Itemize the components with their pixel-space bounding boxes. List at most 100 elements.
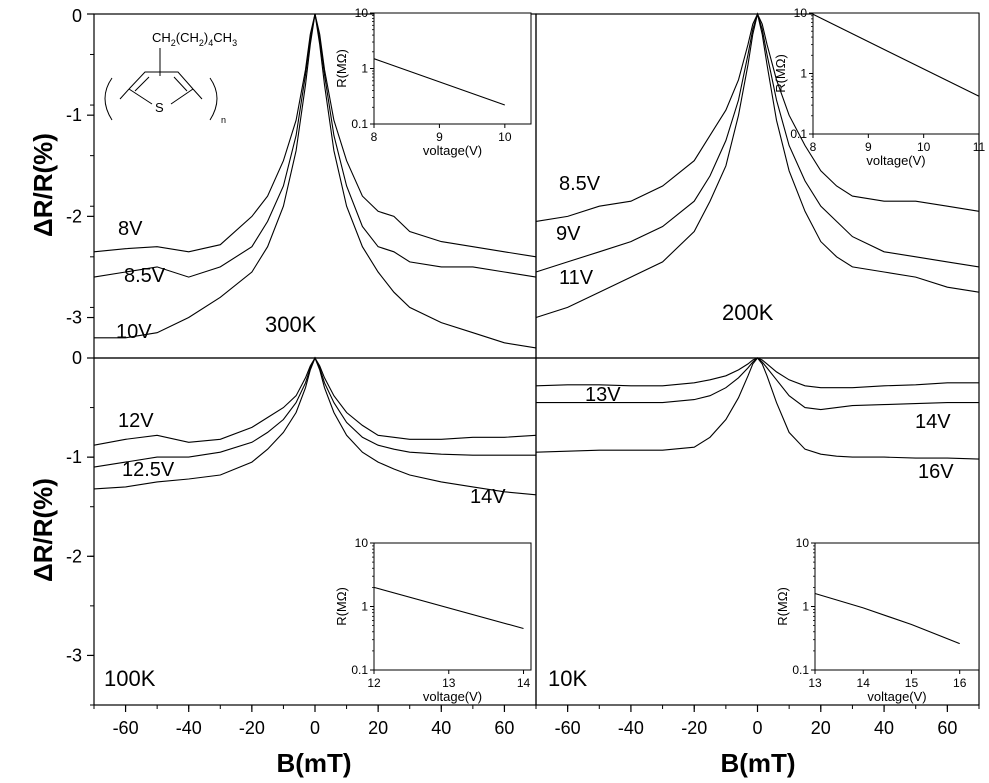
panel-temperature-label: 200K (722, 300, 774, 325)
x-tick-label: -60 (113, 718, 139, 738)
inset-frame (814, 542, 980, 671)
inset-frame (373, 542, 532, 671)
panel-bottom-right: -60 -40 -20 0 20 40 60 13V 14V 16V 10K 0.1 1 10 13 14 15… (535, 357, 980, 738)
inset-x-tick-label: 13 (808, 676, 822, 690)
x-tick-label: -20 (239, 718, 265, 738)
y-axis-title-top: ΔR/R(%) (28, 133, 58, 237)
inset-y-tick-label: 10 (355, 536, 369, 550)
panel-temperature-label: 300K (265, 312, 317, 337)
series-label: 12V (118, 410, 154, 432)
inset-y-tick-label: 0.1 (351, 663, 368, 677)
y-tick-label: 0 (72, 6, 82, 26)
panel-bottom-left: 0 -1 -2 -3 -60 -40 -20 0 20 40 60 12V 12.5V 14V 100K 0.… (66, 348, 537, 738)
series-label: 8.5V (559, 173, 601, 195)
series-label: 8V (118, 218, 143, 240)
series-line-11V (535, 13, 980, 319)
inset-x-tick-label: 16 (953, 676, 967, 690)
inset-x-tick-label: 11 (973, 140, 986, 154)
series-label: 14V (470, 486, 506, 508)
inset-frame (812, 12, 980, 135)
inset-x-tick-label: 15 (905, 676, 919, 690)
x-tick-label: 40 (431, 718, 451, 738)
panel-temperature-label: 100K (104, 666, 156, 691)
poly-3-hexylthiophene-structure: CH2(CH2)4CH3 S n (104, 30, 237, 125)
inset-y-tick-label: 1 (361, 600, 368, 614)
inset-x-tick-label: 14 (857, 676, 871, 690)
inset-x-tick-label: 14 (517, 676, 531, 690)
x-axis-title-left: B(mT) (276, 748, 351, 778)
y-tick-label: 0 (72, 348, 82, 368)
y-tick-label: -1 (66, 105, 82, 125)
inset-x-tick-label: 10 (917, 140, 931, 154)
inset-x-title: voltage(V) (423, 143, 482, 158)
inset-y-tick-label: 0.1 (351, 117, 368, 131)
x-axis-title-right: B(mT) (720, 748, 795, 778)
series-line-14V (536, 357, 979, 411)
x-tick-label: 0 (752, 718, 762, 738)
series-label: 8.5V (124, 265, 166, 287)
series-label: 11V (559, 267, 594, 289)
series-line-9V (535, 12, 980, 273)
series-label: 12.5V (122, 459, 175, 481)
inset-bottom-right: 0.1 1 10 13 14 15 16 voltage(V) R(MΩ) (775, 536, 980, 704)
panel-top-left: 0 -1 -2 -3 8V 8.5V 10V 300K 0.1 1 10 8 9 10 voltage(V)… (66, 6, 537, 359)
y-tick-label: -3 (66, 645, 82, 665)
inset-y-title: R(MΩ) (334, 587, 349, 626)
inset-frame (373, 12, 532, 125)
y-tick-label: -2 (66, 206, 82, 226)
series-line-14V (93, 356, 537, 496)
inset-y-tick-label: 0.1 (792, 663, 809, 677)
inset-top-left: 0.1 1 10 8 9 10 voltage(V) R(MΩ) (334, 6, 532, 158)
panel-top-right: 8.5V 9V 11V 200K 0.1 1 10 8 9 10 11 voltage(V) R(MΩ) (535, 6, 986, 359)
series-line-8.5V (535, 12, 980, 222)
inset-bottom-left: 0.1 1 10 12 13 14 voltage(V) R(MΩ) (334, 536, 532, 704)
x-tick-label: 0 (310, 718, 320, 738)
inset-y-title: R(MΩ) (773, 54, 788, 93)
inset-y-tick-label: 10 (355, 6, 369, 20)
x-tick-label: 20 (811, 718, 831, 738)
inset-y-title: R(MΩ) (775, 587, 790, 626)
inset-x-tick-label: 12 (367, 676, 381, 690)
inset-x-title: voltage(V) (867, 689, 926, 704)
y-tick-label: -1 (66, 447, 82, 467)
inset-resistance-line (812, 13, 980, 97)
sulfur-atom-label: S (155, 100, 164, 115)
x-tick-label: -40 (176, 718, 202, 738)
inset-x-tick-label: 13 (442, 676, 456, 690)
x-tick-label: -60 (555, 718, 581, 738)
series-label: 13V (585, 384, 621, 406)
y-tick-label: -3 (66, 308, 82, 328)
repeat-unit-subscript: n (221, 115, 226, 125)
x-tick-label: 60 (937, 718, 957, 738)
inset-x-tick-label: 9 (865, 140, 872, 154)
inset-y-tick-label: 1 (802, 600, 809, 614)
series-label: 16V (918, 461, 954, 483)
inset-x-tick-label: 8 (810, 140, 817, 154)
x-tick-label: -20 (681, 718, 707, 738)
panel-temperature-label: 10K (548, 666, 587, 691)
inset-x-title: voltage(V) (423, 689, 482, 704)
inset-x-title: voltage(V) (866, 153, 925, 168)
x-tick-label: 60 (494, 718, 514, 738)
inset-x-tick-label: 8 (371, 130, 378, 144)
series-label: 14V (915, 411, 951, 433)
inset-y-tick-label: 10 (796, 536, 810, 550)
y-axis-title-bottom: ΔR/R(%) (28, 478, 58, 582)
inset-y-tick-label: 0.1 (790, 127, 807, 141)
series-label: 10V (116, 321, 152, 343)
y-tick-label: -2 (66, 546, 82, 566)
side-chain-formula: CH2(CH2)4CH3 (152, 30, 237, 48)
series-line-12.5V (93, 356, 536, 468)
x-tick-label: 20 (368, 718, 388, 738)
inset-y-tick-label: 1 (361, 62, 368, 76)
inset-y-tick-label: 10 (794, 6, 808, 20)
series-line-12V (93, 356, 537, 446)
inset-resistance-line (814, 592, 960, 645)
inset-resistance-line (373, 586, 524, 630)
series-line-10V (94, 13, 537, 349)
inset-y-title: R(MΩ) (334, 49, 349, 88)
inset-top-right: 0.1 1 10 8 9 10 11 voltage(V) R(MΩ) (773, 6, 986, 168)
series-line-16V (535, 357, 980, 460)
inset-resistance-line (373, 58, 505, 106)
